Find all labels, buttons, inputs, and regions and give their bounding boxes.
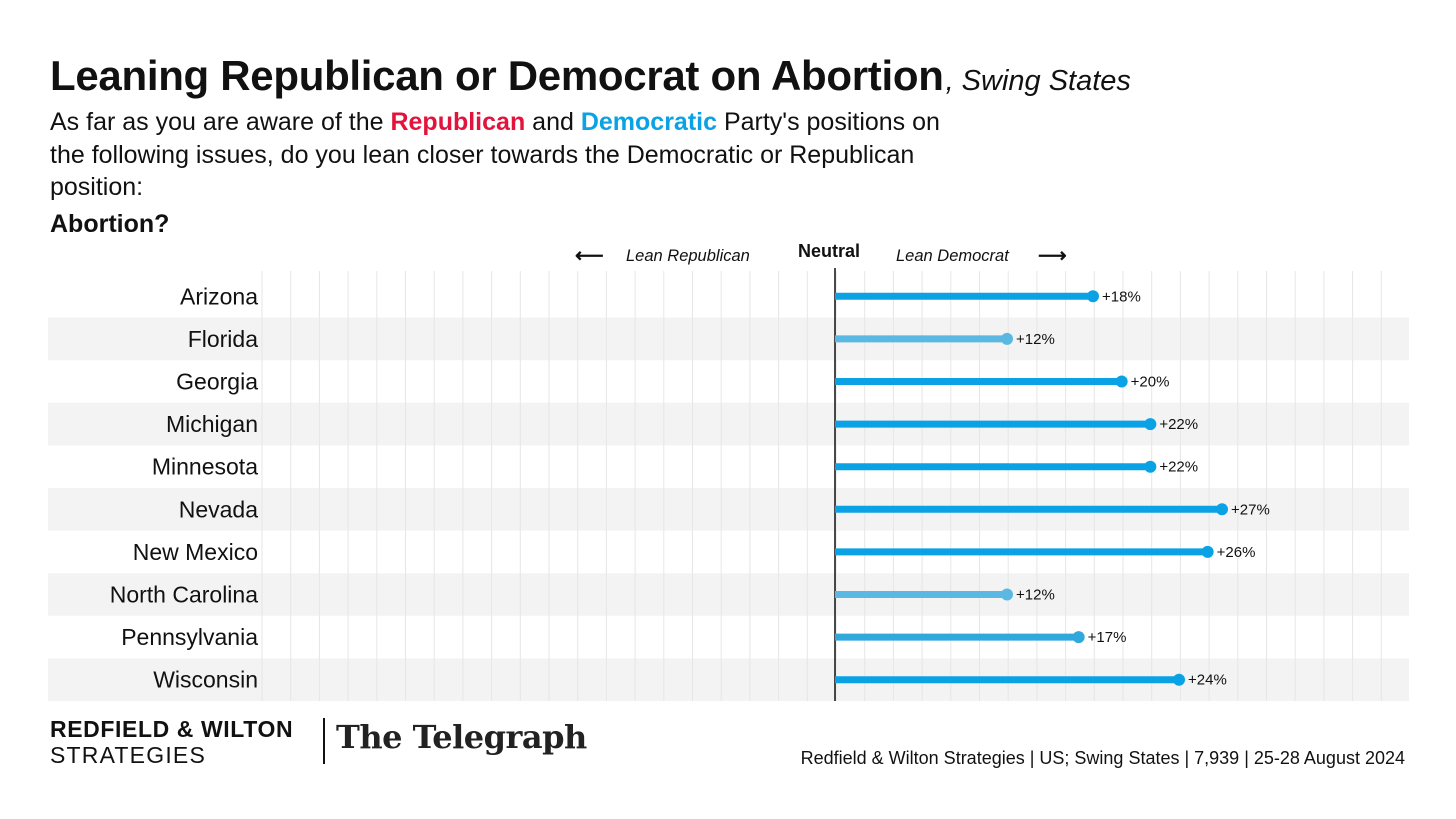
source-note: Redfield & Wilton Strategies | US; Swing… [800, 748, 1405, 768]
state-label: Arizona [180, 283, 258, 309]
data-label: +22% [1159, 416, 1198, 433]
bar-dot [1087, 290, 1099, 303]
neutral-label: Neutral [798, 241, 861, 261]
state-label: Florida [188, 326, 259, 352]
chart-title: Leaning Republican or Democrat on Aborti… [50, 52, 1131, 100]
bar-dot [1115, 375, 1128, 388]
bar-dot [1001, 332, 1013, 345]
state-label: Pennsylvania [121, 624, 258, 650]
state-label: Michigan [166, 411, 258, 437]
question-text-2: and [525, 108, 581, 136]
data-label: +12% [1016, 587, 1055, 604]
bar-dot [1072, 631, 1085, 644]
logo-line-2: STRATEGIES [50, 742, 206, 768]
question-democratic: Democratic [580, 108, 717, 136]
row-stripe [48, 402, 1409, 446]
telegraph-logo: The Telegraph [336, 718, 587, 756]
state-label: Nevada [179, 496, 258, 522]
state-label: North Carolina [110, 582, 258, 608]
data-label: +12% [1016, 331, 1055, 348]
state-label: Minnesota [152, 454, 258, 480]
bar-dot [1001, 588, 1013, 601]
data-label: +18% [1102, 288, 1141, 305]
data-label: +24% [1188, 672, 1227, 689]
logo-divider [323, 718, 325, 764]
bar-dot [1144, 460, 1157, 473]
redfield-wilton-logo: REDFIELD & WILTON STRATEGIES [50, 716, 293, 768]
bar-dot [1201, 545, 1214, 558]
question-text-3: Party's positions on the following issue… [50, 108, 940, 201]
issue-label: Abortion? [50, 210, 170, 238]
data-label: +22% [1159, 459, 1198, 476]
bar-dot [1144, 418, 1157, 431]
lean-republican-label: Lean Republican [626, 247, 750, 265]
row-stripe [48, 317, 1409, 361]
row-stripe [48, 573, 1409, 616]
question-republican: Republican [390, 108, 526, 136]
left-arrow-icon: ⟵ [575, 245, 604, 267]
logo-line-1: REDFIELD & WILTON [50, 716, 294, 742]
state-label: Wisconsin [153, 667, 258, 693]
question-text-1: As far as you are aware of the [50, 108, 391, 136]
lean-democrat-label: Lean Democrat [896, 247, 1009, 265]
data-label: +17% [1088, 629, 1127, 646]
state-label: New Mexico [133, 539, 258, 565]
survey-question: As far as you are aware of the Republica… [50, 106, 950, 204]
data-label: +27% [1231, 501, 1270, 518]
chart-title-subtitle: , Swing States [945, 65, 1131, 97]
chart-title-main: Leaning Republican or Democrat on Aborti… [50, 52, 944, 99]
bar-dot [1173, 673, 1185, 686]
data-label: +20% [1131, 374, 1170, 391]
state-label: Georgia [176, 369, 258, 395]
right-arrow-icon: ⟶ [1038, 245, 1067, 267]
bar-dot [1216, 503, 1228, 516]
data-label: +26% [1217, 544, 1256, 561]
